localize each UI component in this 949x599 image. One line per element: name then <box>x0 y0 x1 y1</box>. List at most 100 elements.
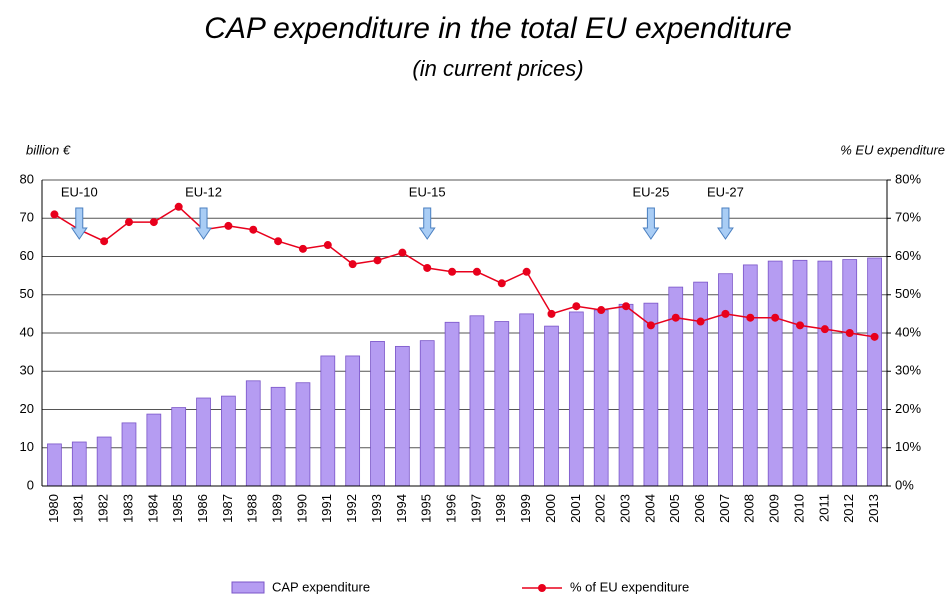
bar <box>792 259 808 487</box>
x-tick-label: 2011 <box>816 494 831 522</box>
line-point <box>323 241 332 250</box>
y-tick-label: 20 <box>20 401 34 416</box>
bar <box>593 309 609 487</box>
bar <box>245 380 261 487</box>
bar <box>643 302 659 487</box>
annotation-arrow <box>70 207 88 240</box>
y-axis-label: billion € <box>26 142 71 157</box>
x-tick-label: 2013 <box>866 494 881 523</box>
bar <box>96 436 112 487</box>
y2-tick-label: 60% <box>895 248 921 263</box>
line-point <box>398 248 407 257</box>
line-point <box>497 279 506 288</box>
bar <box>419 340 435 487</box>
line-point <box>671 313 680 322</box>
x-tick-label: 1992 <box>344 494 359 523</box>
annotation-label: EU-10 <box>61 184 98 199</box>
bar <box>345 355 361 487</box>
bar <box>146 413 162 487</box>
x-tick-label: 1984 <box>145 494 160 523</box>
x-tick-label: 1998 <box>493 494 508 523</box>
line-point <box>746 313 755 322</box>
y2-tick-label: 40% <box>895 324 921 339</box>
legend-label: % of EU expenditure <box>570 579 689 594</box>
line-point <box>622 302 631 311</box>
y-tick-label: 70 <box>20 210 34 225</box>
line-point <box>547 309 556 318</box>
bar <box>469 315 485 487</box>
annotation-label: EU-12 <box>185 184 222 199</box>
y2-tick-label: 70% <box>895 210 921 225</box>
y-tick-label: 80 <box>20 171 34 186</box>
line-point <box>796 321 805 330</box>
line-point <box>820 325 829 334</box>
y2-tick-label: 10% <box>895 439 921 454</box>
x-tick-label: 2006 <box>692 494 707 523</box>
x-tick-label: 1996 <box>444 494 459 523</box>
legend-swatch <box>231 581 265 594</box>
bar <box>618 303 634 487</box>
x-tick-label: 1980 <box>46 494 61 523</box>
bar <box>320 355 336 487</box>
x-tick-label: 1982 <box>96 494 111 523</box>
bar <box>121 422 137 487</box>
line-point <box>448 267 457 276</box>
bar <box>270 386 286 487</box>
y2-tick-label: 0% <box>895 477 914 492</box>
x-tick-label: 2000 <box>543 494 558 523</box>
line-point <box>572 302 581 311</box>
x-tick-label: 2001 <box>568 494 583 523</box>
line-point <box>298 244 307 253</box>
annotation-arrow <box>642 207 660 240</box>
line-point <box>597 306 606 315</box>
x-tick-label: 1985 <box>170 494 185 523</box>
bar <box>47 443 62 487</box>
x-tick-label: 2003 <box>617 494 632 523</box>
line-point <box>423 263 432 272</box>
bar <box>842 259 858 487</box>
chart-title: CAP expenditure in the total EU expendit… <box>204 12 792 45</box>
line-point <box>249 225 258 234</box>
line-point <box>174 202 183 211</box>
x-tick-label: 1993 <box>369 494 384 523</box>
line-point <box>348 260 357 269</box>
y-tick-label: 40 <box>20 324 34 339</box>
line-point <box>100 237 109 246</box>
bar <box>817 260 833 487</box>
line-point <box>771 313 780 322</box>
bar <box>867 257 882 487</box>
bar <box>767 260 783 487</box>
x-tick-label: 1988 <box>245 494 260 523</box>
bar <box>196 397 211 487</box>
bar <box>718 273 733 487</box>
chart-subtitle: (in current prices) <box>412 56 583 81</box>
line-point <box>274 237 283 246</box>
line-point <box>845 329 854 337</box>
y-tick-label: 50 <box>20 286 34 301</box>
bar <box>544 325 559 487</box>
bar <box>742 264 758 487</box>
line-point <box>522 267 531 276</box>
annotation-label: EU-25 <box>632 184 669 199</box>
line-point <box>696 317 705 326</box>
x-tick-label: 1994 <box>394 494 409 523</box>
bar <box>221 395 236 487</box>
x-tick-label: 2008 <box>742 494 757 523</box>
line <box>54 205 875 338</box>
legend-label: CAP expenditure <box>272 579 370 594</box>
bar <box>494 321 510 487</box>
bar <box>295 382 311 487</box>
y2-tick-label: 20% <box>895 401 921 416</box>
line-point <box>721 309 730 318</box>
annotation-arrow <box>418 207 436 240</box>
annotation-arrow <box>717 207 734 240</box>
y-tick-label: 30 <box>20 363 34 378</box>
x-tick-label: 2005 <box>667 494 682 523</box>
legend-swatch <box>538 584 546 592</box>
y2-axis-label: % EU expenditure <box>840 142 945 157</box>
annotation-arrow <box>195 207 212 240</box>
line-point <box>224 221 233 230</box>
x-tick-label: 2004 <box>642 494 657 523</box>
y2-tick-label: 80% <box>895 171 921 186</box>
